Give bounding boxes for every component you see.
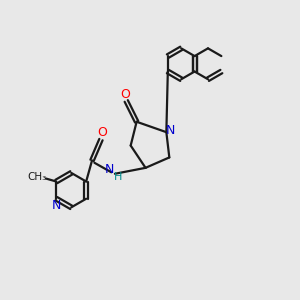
Text: N: N [166, 124, 176, 137]
Text: H: H [114, 172, 122, 182]
Text: N: N [105, 163, 115, 176]
Text: O: O [98, 126, 107, 139]
Text: CH₃: CH₃ [27, 172, 46, 182]
Text: O: O [120, 88, 130, 101]
Text: N: N [52, 199, 61, 212]
